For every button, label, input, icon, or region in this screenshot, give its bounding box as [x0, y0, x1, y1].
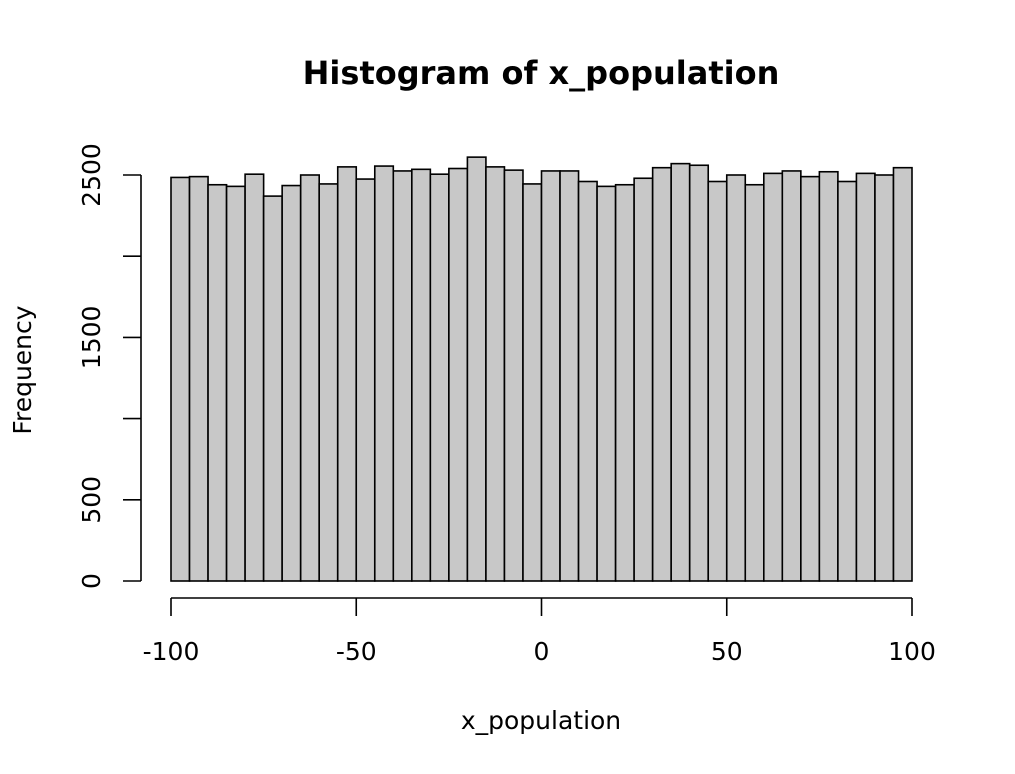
- x-tick-label: 0: [534, 637, 550, 666]
- histogram-bar: [262, 195, 283, 582]
- histogram-bar: [725, 174, 747, 582]
- histogram-bar: [651, 166, 672, 582]
- x-tick-label: 50: [711, 637, 743, 666]
- histogram-bar: [781, 170, 802, 582]
- histogram-bar: [188, 175, 209, 582]
- histogram-bar: [744, 183, 765, 582]
- x-tick-label: -50: [336, 637, 377, 666]
- histogram-bar: [522, 183, 543, 582]
- y-axis: 0 500 1500 2500: [77, 143, 142, 589]
- histogram-bar: [336, 166, 358, 582]
- x-tick-label: -100: [143, 637, 200, 666]
- histogram-bar: [614, 183, 635, 582]
- histogram-bar: [559, 170, 580, 582]
- histogram-bar: [503, 169, 524, 582]
- histogram-bar: [207, 183, 228, 582]
- histogram-bar: [244, 173, 265, 582]
- histogram-bar: [762, 172, 784, 582]
- histogram-bar: [411, 168, 432, 582]
- histogram-bar: [874, 174, 895, 582]
- histogram-bar: [281, 184, 302, 582]
- histogram-bar: [373, 165, 395, 582]
- y-tick-label: 500: [77, 476, 106, 524]
- histogram-bar: [892, 166, 913, 582]
- histogram-bar: [577, 180, 598, 582]
- histogram-bar: [633, 177, 654, 582]
- histogram-bar: [688, 164, 710, 582]
- histogram-bar: [466, 156, 487, 582]
- x-axis-label: x_population: [461, 706, 621, 735]
- histogram-bar: [225, 185, 246, 582]
- histogram-bar: [448, 167, 469, 582]
- histogram-bar: [707, 180, 728, 582]
- histogram-bar: [818, 170, 839, 582]
- histogram-bar: [299, 174, 320, 582]
- y-tick-label: 2500: [77, 143, 106, 207]
- histogram-bar: [670, 162, 691, 582]
- histogram-bar: [355, 178, 376, 582]
- histogram-bar: [800, 175, 821, 582]
- bars-group: [170, 156, 913, 582]
- y-tick-label: 1500: [77, 306, 106, 370]
- histogram-bar: [170, 176, 191, 582]
- histogram-bar: [429, 173, 450, 582]
- histogram-bar: [855, 172, 876, 582]
- histogram-bar: [318, 183, 339, 582]
- histogram-bar: [596, 185, 617, 582]
- x-tick-label: 100: [888, 637, 936, 666]
- y-axis-label: Frequency: [8, 305, 37, 434]
- histogram-bar: [485, 166, 506, 582]
- chart-title: Histogram of x_population: [303, 54, 780, 92]
- histogram-bar: [837, 180, 858, 582]
- y-tick-label: 0: [77, 573, 106, 589]
- histogram-bar: [392, 170, 413, 582]
- histogram-bar: [540, 170, 561, 582]
- x-axis: -100 -50 0 50 100: [143, 597, 936, 666]
